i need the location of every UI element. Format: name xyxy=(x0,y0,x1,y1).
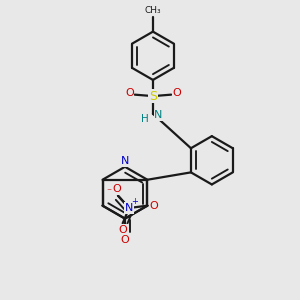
Text: CH₃: CH₃ xyxy=(145,6,161,15)
Text: O: O xyxy=(125,88,134,98)
Text: N: N xyxy=(125,203,133,213)
Text: O: O xyxy=(118,225,127,235)
Text: H: H xyxy=(141,114,149,124)
Text: ⁻: ⁻ xyxy=(106,187,111,197)
Text: +: + xyxy=(131,197,138,206)
Text: O: O xyxy=(149,201,158,211)
Text: O: O xyxy=(121,235,129,245)
Text: N: N xyxy=(154,110,162,120)
Text: O: O xyxy=(172,88,181,98)
Text: O: O xyxy=(112,184,121,194)
Text: S: S xyxy=(149,90,157,103)
Text: N: N xyxy=(121,157,129,166)
